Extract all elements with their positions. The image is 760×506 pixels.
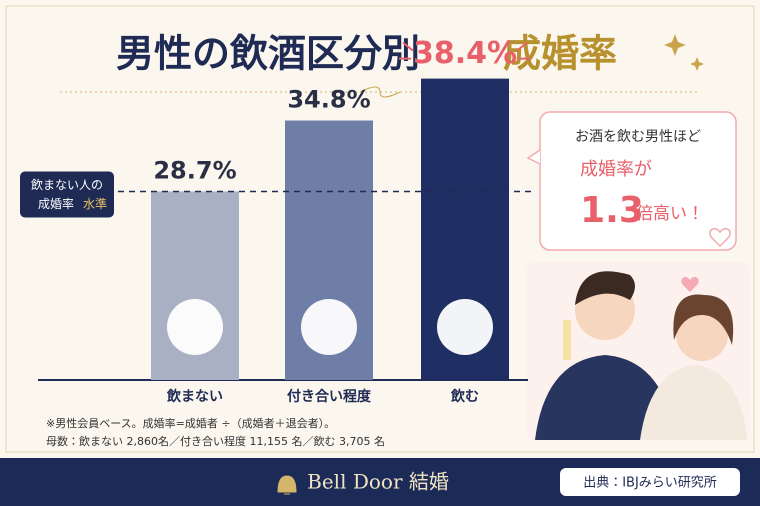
value-label: 28.7% — [153, 156, 236, 184]
x-tick-label: 飲む — [450, 388, 479, 405]
callout-pointer — [526, 149, 541, 165]
sparkle — [664, 34, 704, 71]
chart-title: 男性の飲酒区分別 — [116, 32, 420, 76]
reference-label: 水準 — [83, 196, 107, 211]
source-box — [560, 468, 740, 496]
value-label: 38.4% — [413, 36, 517, 71]
chart-title-highlight: 成婚率 — [503, 32, 617, 76]
callout-text: お酒を飲む男性ほど — [575, 129, 701, 145]
bar-icon — [301, 299, 357, 355]
note: 母数：飲まない 2,860名／付き合い程度 11,155 名／飲む 3,705 … — [46, 434, 385, 448]
ornament — [359, 86, 401, 98]
callout-box — [539, 111, 737, 251]
sparkle-lines — [399, 41, 531, 60]
callout-text: 倍高い！ — [636, 204, 704, 224]
illustration — [526, 262, 750, 440]
source: 出典：IBJみらい研究所 — [583, 475, 717, 491]
reference-label: 飲まない人の — [31, 177, 103, 192]
callout-number: 1.3 — [580, 190, 644, 231]
brand: Bell Door 結婚 — [307, 470, 449, 494]
x-tick-label: 飲まない — [166, 388, 223, 405]
heart — [709, 227, 731, 248]
reference-label-box — [20, 171, 114, 218]
value-label: 34.8% — [287, 86, 370, 114]
reference-label: 成婚率 — [38, 197, 74, 211]
bar-icon — [437, 299, 493, 355]
frame — [5, 5, 755, 453]
bell-icon — [277, 475, 297, 495]
bar-icon — [167, 299, 223, 355]
x-tick-label: 付き合い程度 — [287, 388, 372, 405]
note: ※男性会員ベース。成婚率=成婚者 ÷（成婚者＋退会者）。 — [46, 416, 335, 430]
callout-text: 成婚率が — [580, 159, 652, 180]
